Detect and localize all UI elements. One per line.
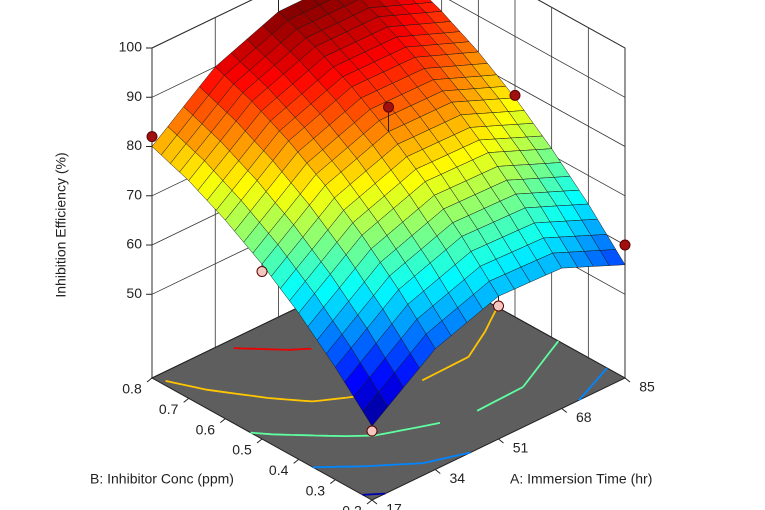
design-point	[493, 300, 504, 312]
design-point	[509, 89, 521, 101]
x-tick-label: 51	[513, 440, 529, 456]
z-tick-label: 50	[126, 285, 142, 301]
z-axis-label: Inhibition Efficiency (%)	[53, 152, 69, 297]
y-tick	[293, 458, 299, 464]
z-tick-label: 60	[126, 236, 142, 252]
y-tick	[146, 377, 153, 383]
z-tick-label: 100	[119, 39, 143, 55]
z-tick-label: 80	[126, 137, 142, 153]
z-tick-label: 70	[126, 186, 142, 202]
y-tick	[183, 397, 189, 403]
design-point	[619, 239, 631, 251]
x-tick-label: 34	[449, 470, 465, 486]
x-tick	[434, 469, 441, 474]
y-tick-label: 0.6	[196, 421, 216, 437]
contour-line	[362, 492, 386, 496]
x-tick	[624, 377, 631, 383]
design-point	[366, 425, 378, 437]
x-tick-label: 17	[386, 501, 402, 510]
y-axis-label: B: Inhibitor Conc (ppm)	[90, 471, 234, 487]
x-axis-label: A: Immersion Time (hr)	[510, 471, 652, 487]
x-tick-label: 85	[639, 379, 655, 395]
design-point	[146, 131, 158, 143]
surface-cell	[362, 391, 389, 427]
y-tick-label: 0.4	[269, 462, 289, 478]
design-point	[383, 101, 394, 113]
y-tick-label: 0.2	[342, 503, 362, 510]
contour-line	[165, 306, 499, 403]
x-tick	[498, 438, 504, 444]
y-tick	[330, 479, 336, 485]
contour-line	[312, 367, 608, 469]
y-tick	[220, 418, 226, 424]
y-tick-label: 0.8	[122, 381, 142, 397]
x-tick	[561, 408, 568, 413]
x-tick-label: 68	[576, 409, 592, 425]
x-tick	[371, 499, 378, 505]
y-tick-label: 0.5	[232, 442, 252, 458]
y-tick	[256, 438, 263, 444]
y-tick-label: 0.7	[159, 401, 179, 417]
y-tick-label: 0.3	[306, 482, 326, 498]
z-tick-label: 90	[126, 88, 142, 104]
y-tick	[366, 499, 373, 505]
design-point	[256, 266, 268, 278]
